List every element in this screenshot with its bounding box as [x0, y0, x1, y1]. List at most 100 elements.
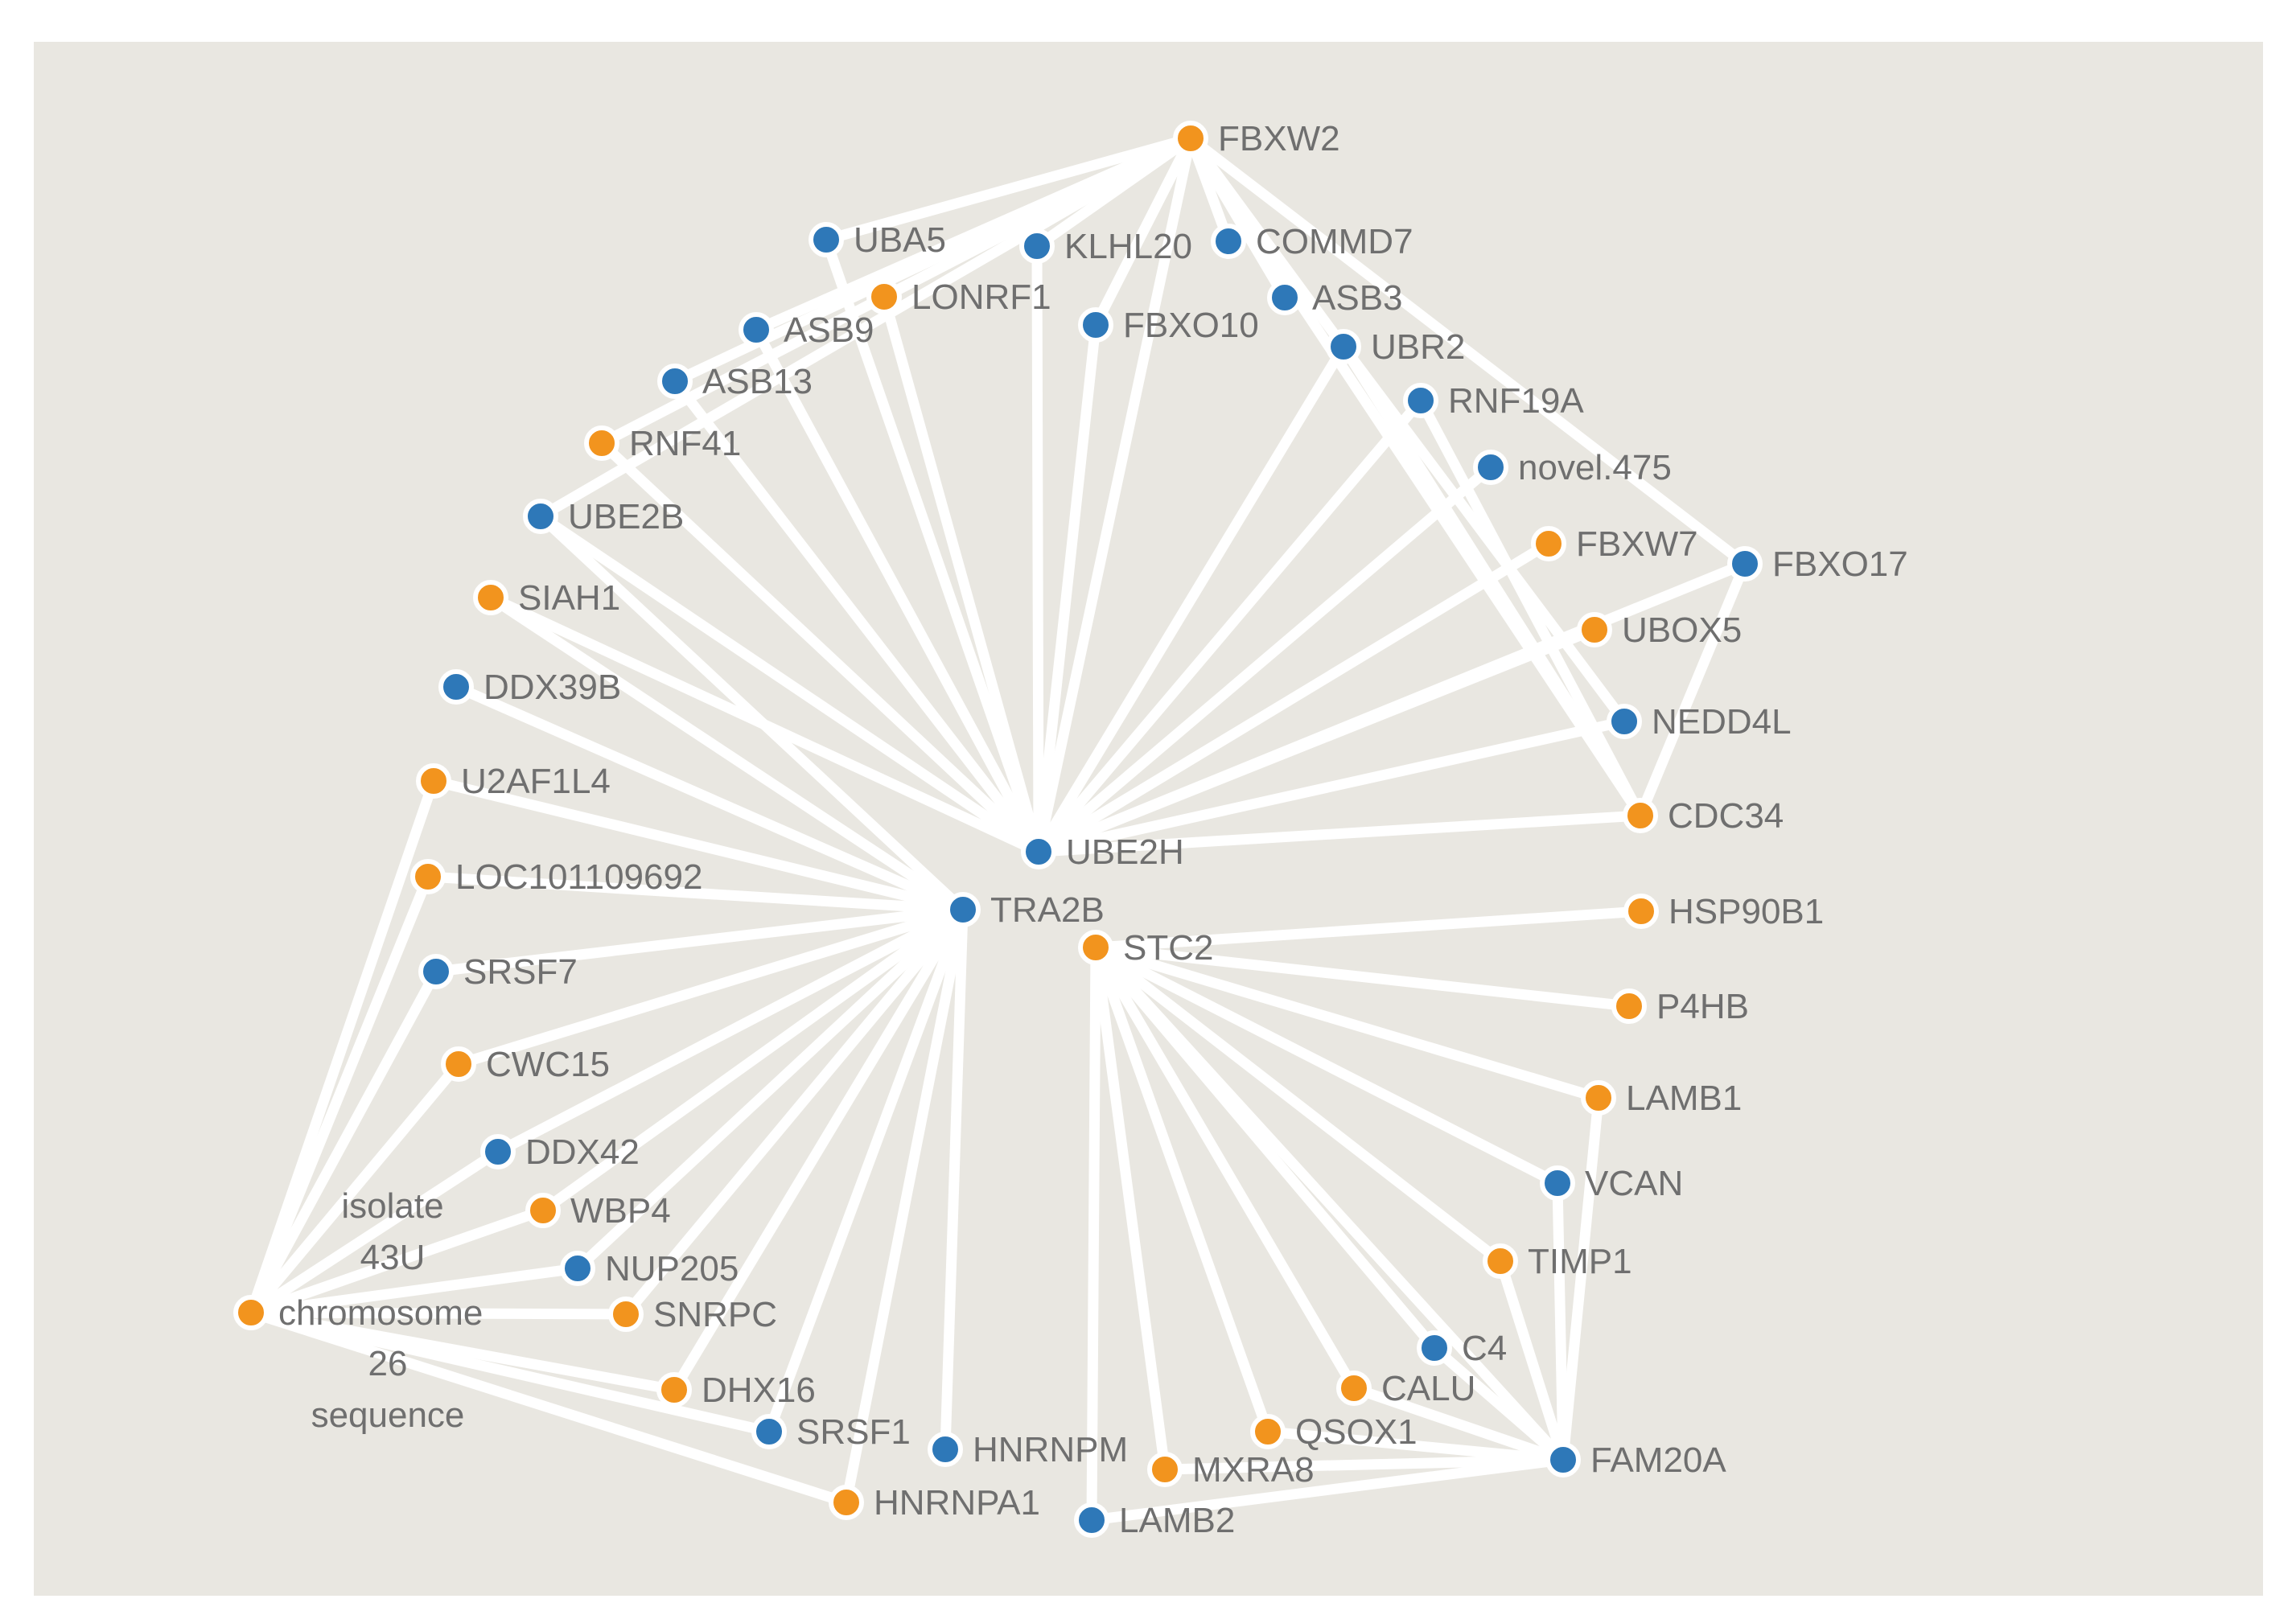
node-dot-ASB9[interactable] [739, 312, 774, 347]
node-dot-P4HB[interactable] [1611, 988, 1647, 1024]
node-KLHL20[interactable]: KLHL20 [1019, 227, 1192, 266]
node-LONRF1[interactable]: LONRF1 [866, 277, 1051, 317]
node-dot-U2AF1L4[interactable] [416, 763, 451, 799]
node-dot-DDX42[interactable] [480, 1134, 516, 1169]
node-C4[interactable]: C4 [1417, 1329, 1507, 1368]
node-dot-FBXW2[interactable] [1173, 121, 1208, 156]
node-COMMD7[interactable]: COMMD7 [1211, 222, 1413, 261]
node-SIAH1[interactable]: SIAH1 [473, 578, 620, 618]
node-SRSF1[interactable]: SRSF1 [751, 1412, 911, 1452]
node-ASB9[interactable]: ASB9 [739, 310, 874, 350]
node-dot-DHX16[interactable] [656, 1372, 692, 1408]
node-UBA5[interactable]: UBA5 [809, 220, 946, 260]
node-dot-QSOX1[interactable] [1250, 1414, 1286, 1449]
node-label-HNRNPA1: HNRNPA1 [874, 1483, 1040, 1523]
node-DDX42[interactable]: DDX42 [480, 1132, 640, 1172]
node-NEDD4L[interactable]: NEDD4L [1607, 702, 1792, 742]
node-chr[interactable]: chromosome isolate 43U 26 sequence [233, 1186, 483, 1435]
node-VCAN[interactable]: VCAN [1540, 1164, 1683, 1203]
node-ASB13[interactable]: ASB13 [657, 362, 813, 401]
node-UBOX5[interactable]: UBOX5 [1577, 610, 1742, 650]
node-LAMB2[interactable]: LAMB2 [1074, 1501, 1235, 1540]
node-dot-TIMP1[interactable] [1483, 1243, 1518, 1279]
node-RNF41[interactable]: RNF41 [584, 424, 741, 463]
node-dot-LAMB1[interactable] [1581, 1080, 1616, 1116]
node-dot-VCAN[interactable] [1540, 1165, 1575, 1201]
node-dot-novel475[interactable] [1473, 450, 1508, 485]
node-P4HB[interactable]: P4HB [1611, 987, 1749, 1026]
node-ASB3[interactable]: ASB3 [1267, 278, 1403, 318]
node-LAMB1[interactable]: LAMB1 [1581, 1079, 1742, 1118]
node-dot-CWC15[interactable] [441, 1046, 476, 1082]
node-dot-FBXO10[interactable] [1078, 307, 1113, 343]
node-DHX16[interactable]: DHX16 [656, 1371, 816, 1410]
node-dot-LAMB2[interactable] [1074, 1502, 1109, 1538]
node-UBE2H[interactable]: UBE2H [1021, 832, 1184, 872]
node-dot-C4[interactable] [1417, 1330, 1452, 1366]
node-QSOX1[interactable]: QSOX1 [1250, 1412, 1418, 1452]
node-dot-CALU[interactable] [1336, 1371, 1372, 1406]
node-SNRPC[interactable]: SNRPC [608, 1295, 777, 1334]
node-dot-HNRNPA1[interactable] [829, 1485, 864, 1520]
node-WBP4[interactable]: WBP4 [525, 1191, 671, 1231]
node-CWC15[interactable]: CWC15 [441, 1045, 610, 1084]
node-dot-NEDD4L[interactable] [1607, 704, 1642, 739]
node-dot-UBA5[interactable] [809, 222, 844, 257]
node-dot-RNF41[interactable] [584, 425, 619, 461]
node-dot-HNRNPM[interactable] [928, 1432, 963, 1467]
node-dot-SRSF7[interactable] [418, 954, 454, 989]
node-dot-WBP4[interactable] [525, 1193, 561, 1228]
node-dot-ASB3[interactable] [1267, 280, 1302, 315]
node-NUP205[interactable]: NUP205 [560, 1249, 739, 1288]
node-HNRNPM[interactable]: HNRNPM [928, 1430, 1128, 1469]
node-dot-COMMD7[interactable] [1211, 224, 1246, 259]
node-CDC34[interactable]: CDC34 [1623, 796, 1784, 836]
node-dot-UBE2H[interactable] [1021, 834, 1056, 869]
node-dot-SIAH1[interactable] [473, 580, 508, 615]
node-dot-NUP205[interactable] [560, 1251, 595, 1286]
node-dot-FBXO17[interactable] [1727, 546, 1763, 582]
node-CALU[interactable]: CALU [1336, 1369, 1475, 1408]
node-dot-HSP90B1[interactable] [1623, 894, 1659, 929]
node-dot-UBR2[interactable] [1326, 329, 1361, 364]
node-HSP90B1[interactable]: HSP90B1 [1623, 892, 1824, 931]
node-dot-ASB13[interactable] [657, 364, 693, 399]
node-FBXW7[interactable]: FBXW7 [1531, 524, 1698, 564]
node-dot-STC2[interactable] [1078, 930, 1113, 965]
node-FBXO17[interactable]: FBXO17 [1727, 545, 1908, 584]
node-dot-MXRA8[interactable] [1147, 1452, 1183, 1487]
node-DDX39B[interactable]: DDX39B [438, 668, 621, 707]
node-FBXW2[interactable]: FBXW2 [1173, 119, 1340, 158]
node-dot-TRA2B[interactable] [945, 892, 981, 927]
node-HNRNPA1[interactable]: HNRNPA1 [829, 1483, 1040, 1523]
node-dot-FBXW7[interactable] [1531, 526, 1566, 561]
node-UBR2[interactable]: UBR2 [1326, 327, 1465, 367]
node-dot-DDX39B[interactable] [438, 669, 474, 705]
edge-chr-DDX42 [245, 1146, 504, 1318]
node-FBXO10[interactable]: FBXO10 [1078, 306, 1259, 345]
node-LOC101109692[interactable]: LOC101109692 [410, 857, 702, 897]
node-dot-SNRPC[interactable] [608, 1297, 644, 1332]
node-dot-LOC101109692[interactable] [410, 859, 446, 894]
node-dot-CDC34[interactable] [1623, 798, 1658, 833]
node-RNF19A[interactable]: RNF19A [1403, 381, 1584, 421]
node-dot-UBOX5[interactable] [1577, 612, 1612, 647]
node-label-HNRNPM: HNRNPM [973, 1430, 1128, 1469]
node-UBE2B[interactable]: UBE2B [523, 497, 684, 536]
node-dot-chr[interactable] [233, 1295, 269, 1330]
node-dot-FAM20A[interactable] [1545, 1442, 1581, 1477]
node-SRSF7[interactable]: SRSF7 [418, 952, 578, 992]
node-MXRA8[interactable]: MXRA8 [1147, 1450, 1315, 1490]
node-STC2[interactable]: STC2 [1078, 928, 1213, 968]
node-dot-RNF19A[interactable] [1403, 383, 1438, 418]
node-dot-KLHL20[interactable] [1019, 228, 1055, 264]
node-TIMP1[interactable]: TIMP1 [1483, 1242, 1632, 1281]
node-U2AF1L4[interactable]: U2AF1L4 [416, 762, 611, 801]
node-dot-LONRF1[interactable] [866, 279, 902, 314]
node-FAM20A[interactable]: FAM20A [1545, 1440, 1726, 1480]
node-dot-SRSF1[interactable] [751, 1414, 787, 1449]
edge-UBE2H-FBXW7 [1033, 538, 1554, 857]
node-novel475[interactable]: novel.475 [1473, 448, 1672, 487]
node-dot-UBE2B[interactable] [523, 499, 558, 534]
node-TRA2B[interactable]: TRA2B [945, 890, 1105, 930]
